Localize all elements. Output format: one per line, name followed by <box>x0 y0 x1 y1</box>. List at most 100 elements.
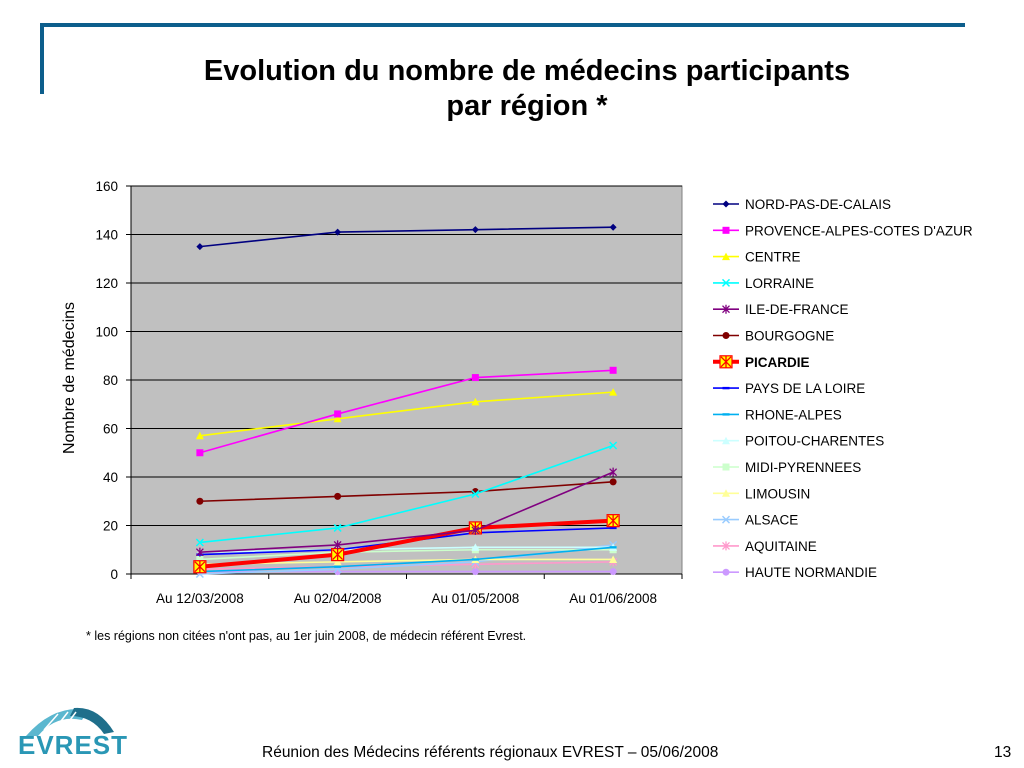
series-line <box>199 481 614 503</box>
legend-item: MIDI-PYRENNEES <box>713 460 861 475</box>
data-point <box>722 386 730 390</box>
slide-title-line2: par région * <box>446 90 608 122</box>
data-point <box>334 410 342 418</box>
data-point <box>471 568 479 576</box>
legend-label: PAYS DE LA LOIRE <box>745 381 865 396</box>
x-tick-label: Au 12/03/2008 <box>156 591 244 606</box>
legend-label: NORD-PAS-DE-CALAIS <box>745 197 891 212</box>
data-point <box>609 555 618 563</box>
data-point <box>333 414 342 423</box>
series-centre <box>195 388 618 440</box>
legend-item: PICARDIE <box>713 355 810 370</box>
series-line <box>199 546 614 553</box>
series-line <box>199 548 614 561</box>
x-tick-label: Au 01/06/2008 <box>569 591 657 606</box>
data-point <box>721 278 731 287</box>
data-point <box>722 304 730 314</box>
data-point-star <box>194 560 206 573</box>
legend-item: ALSACE <box>713 513 798 528</box>
footer-text: Réunion des Médecins référents régionaux… <box>262 744 719 761</box>
series-lorraine <box>195 441 618 547</box>
logo-text: EVREST <box>18 730 129 760</box>
data-point <box>722 436 730 445</box>
data-point <box>195 431 204 440</box>
legend-item: LORRAINE <box>713 276 814 291</box>
legend-item: HAUTE NORMANDIE <box>713 565 877 580</box>
legend: NORD-PAS-DE-CALAIS PROVENCE-ALPES-COTES D… <box>713 197 973 580</box>
legend-label: BOURGOGNE <box>745 329 834 344</box>
legend-label: POITOU-CHARENTES <box>745 434 884 449</box>
data-point <box>609 467 618 477</box>
legend-item: BOURGOGNE <box>713 329 834 344</box>
data-point <box>471 525 480 535</box>
data-point <box>609 478 617 486</box>
data-point <box>609 441 618 450</box>
footnote: * les régions non citées n'ont pas, au 1… <box>86 629 527 643</box>
legend-item: AQUITAINE <box>713 539 817 554</box>
data-point <box>334 228 342 236</box>
x-tick-label: Au 02/04/2008 <box>294 591 382 606</box>
data-point <box>609 223 617 231</box>
legend-label: ALSACE <box>745 513 798 528</box>
series-line <box>199 471 614 553</box>
data-point <box>609 526 617 530</box>
data-point <box>471 489 480 499</box>
y-tick-label: 40 <box>103 470 118 485</box>
series-line <box>199 226 614 248</box>
y-tick-label: 160 <box>95 179 118 194</box>
data-point <box>196 555 204 563</box>
data-point <box>609 388 618 396</box>
data-point <box>471 397 480 406</box>
series-bourgogne <box>196 478 617 505</box>
legend-item: RHONE-ALPES <box>713 407 842 422</box>
page-number: 13 <box>994 744 1012 761</box>
data-point <box>722 568 730 576</box>
header-side-rule <box>40 23 44 94</box>
legend-label: MIDI-PYRENNEES <box>745 460 861 475</box>
legend-item: NORD-PAS-DE-CALAIS <box>713 197 891 212</box>
data-point <box>609 366 617 374</box>
data-point <box>722 332 730 339</box>
data-point <box>471 374 479 382</box>
legend-label: PROVENCE-ALPES-COTES D'AZUR <box>745 223 973 238</box>
data-point <box>722 252 730 261</box>
slide-title-line1: Evolution du nombre de médecins particip… <box>203 55 851 87</box>
logo-arc-icon <box>26 707 114 736</box>
y-tick-label: 100 <box>95 325 118 340</box>
y-tick-label: 0 <box>110 567 118 582</box>
series-provence-alpes-cotes-d-azur <box>196 366 617 457</box>
series-line <box>199 518 614 569</box>
y-tick-label: 20 <box>103 519 118 534</box>
data-point <box>195 538 204 547</box>
series-nord-pas-de-calais <box>196 223 617 251</box>
data-point <box>722 226 730 234</box>
series-line <box>199 369 614 454</box>
data-point <box>609 546 617 549</box>
data-point <box>722 489 730 497</box>
legend-label: CENTRE <box>745 250 801 265</box>
data-point <box>471 543 480 551</box>
data-point <box>471 558 479 561</box>
data-point <box>334 565 342 568</box>
data-point-star <box>720 355 732 368</box>
y-axis-title: Nombre de médecins <box>61 302 78 454</box>
data-point <box>721 515 731 524</box>
data-point <box>722 200 730 208</box>
legend-label: RHONE-ALPES <box>745 407 842 422</box>
data-point <box>722 463 730 471</box>
data-point <box>333 523 342 532</box>
legend-item: PROVENCE-ALPES-COTES D'AZUR <box>713 223 973 238</box>
data-point <box>195 547 204 557</box>
data-point <box>471 226 479 234</box>
legend-item: PAYS DE LA LOIRE <box>713 381 865 396</box>
data-point <box>722 413 730 416</box>
series-line <box>199 391 614 437</box>
series-ile-de-france <box>195 467 618 557</box>
slide-title: Evolution du nombre de médecins particip… <box>0 54 1024 124</box>
legend-label: AQUITAINE <box>745 539 817 554</box>
data-point <box>333 540 342 550</box>
legend-item: CENTRE <box>713 250 801 265</box>
series-line <box>199 546 614 573</box>
legend-item: ILE-DE-FRANCE <box>713 302 849 317</box>
data-point <box>196 449 204 457</box>
